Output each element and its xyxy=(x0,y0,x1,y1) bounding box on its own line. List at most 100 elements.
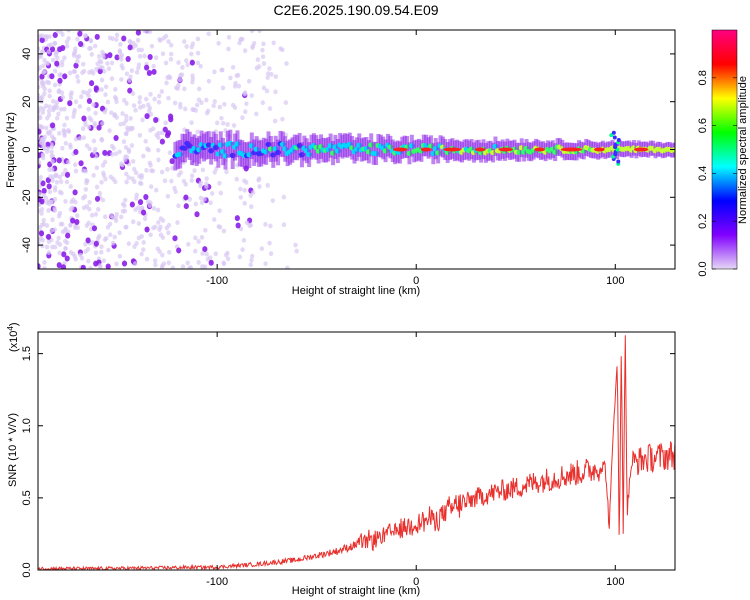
heatmap-cell xyxy=(86,124,92,130)
heatmap-cell xyxy=(66,159,71,165)
heatmap-cell xyxy=(230,64,236,70)
heatmap-cell xyxy=(61,251,67,258)
heatmap-cell xyxy=(142,216,148,222)
heatmap-cell xyxy=(156,157,161,163)
heatmap-cell xyxy=(100,197,106,203)
heatmap-cell xyxy=(147,203,153,209)
heatmap-cell xyxy=(216,224,221,229)
heatmap-cell xyxy=(54,115,60,121)
heatmap-cell xyxy=(203,227,208,233)
heatmap-cell xyxy=(50,122,56,129)
heatmap-cell xyxy=(93,212,99,217)
heatmap-cell xyxy=(112,234,117,240)
heatmap-cell xyxy=(259,246,265,252)
heatmap-cell xyxy=(119,77,124,82)
heatmap-cell xyxy=(99,87,104,93)
heatmap-cell xyxy=(268,223,273,229)
heatmap-cell xyxy=(141,153,146,159)
heatmap-cell xyxy=(162,178,168,184)
heatmap-cell xyxy=(193,107,198,113)
heatmap-cell xyxy=(244,220,250,226)
heatmap-cell xyxy=(246,78,252,84)
heatmap-cell xyxy=(43,103,49,109)
heatmap-hotspot xyxy=(498,147,513,152)
heatmap-cell xyxy=(609,133,614,138)
heatmap-cell xyxy=(102,109,108,115)
heatmap-cell xyxy=(120,111,125,116)
heatmap-cell xyxy=(73,168,79,174)
heatmap-cell xyxy=(136,62,142,68)
heatmap-cell xyxy=(39,198,45,205)
heatmap-cell xyxy=(212,69,217,75)
heatmap-cell xyxy=(99,137,105,143)
heatmap-cell xyxy=(110,240,116,246)
spectrogram-y-ticks: -40 -20 0 20 40 xyxy=(21,48,675,253)
heatmap-cell xyxy=(176,60,181,65)
heatmap-cell xyxy=(194,211,200,218)
heatmap-cell xyxy=(152,258,158,264)
heatmap-cell xyxy=(41,106,46,112)
heatmap-cell xyxy=(73,162,78,168)
colorbar-tick-label: 0.6 xyxy=(697,118,709,133)
heatmap-cell xyxy=(73,46,78,52)
heatmap-cell xyxy=(39,211,44,216)
heatmap-cell xyxy=(42,57,47,63)
heatmap-cell xyxy=(42,91,47,96)
heatmap-cell xyxy=(196,86,202,92)
spectrogram-x-ticks: -100 0 100 xyxy=(206,30,624,287)
heatmap-cell xyxy=(127,77,132,83)
heatmap-cell xyxy=(56,235,61,241)
heatmap-cell xyxy=(123,197,128,203)
heatmap-cell xyxy=(121,260,128,267)
heatmap-cell xyxy=(145,199,151,205)
heatmap-cell xyxy=(190,41,196,47)
heatmap-cell xyxy=(52,32,58,39)
heatmap-cell xyxy=(198,195,204,201)
heatmap-cell xyxy=(42,265,47,269)
heatmap-cell xyxy=(49,228,54,233)
heatmap-cell xyxy=(71,52,77,58)
heatmap-cell xyxy=(68,95,74,101)
heatmap-cell xyxy=(114,32,120,38)
heatmap-cell xyxy=(249,253,255,259)
heatmap-cell xyxy=(235,72,241,78)
heatmap-cell xyxy=(56,89,61,95)
heatmap-cell xyxy=(77,104,83,109)
heatmap-cell xyxy=(39,207,45,212)
heatmap-cell xyxy=(67,70,73,76)
heatmap-cell xyxy=(142,53,147,59)
heatmap-cell xyxy=(41,193,47,198)
heatmap-cell xyxy=(46,208,51,213)
heatmap-cell xyxy=(40,180,46,187)
heatmap-cell xyxy=(153,262,158,268)
heatmap-cell xyxy=(58,221,64,227)
heatmap-cell xyxy=(38,115,43,121)
heatmap-cell xyxy=(52,244,58,250)
heatmap-cell xyxy=(226,34,232,40)
heatmap-cell xyxy=(49,144,55,150)
heatmap-cell xyxy=(196,259,201,265)
snr-y-label: SNR (10 * V/V) xyxy=(7,413,19,487)
heatmap-cell xyxy=(268,251,274,257)
heatmap-cell xyxy=(88,38,94,43)
heatmap-cell xyxy=(184,58,189,63)
heatmap-cell xyxy=(165,193,171,199)
heatmap-cell xyxy=(164,80,169,86)
heatmap-cell xyxy=(74,219,80,226)
heatmap-cell xyxy=(101,52,106,58)
heatmap-cell xyxy=(234,176,239,182)
heatmap-cell xyxy=(50,217,55,223)
colorbar: 0.0 0.2 0.4 0.6 0.8 Normalized spectral ampl… xyxy=(697,29,749,277)
heatmap-cell xyxy=(135,37,141,43)
heatmap-cell xyxy=(136,235,142,241)
heatmap-cell xyxy=(114,211,119,217)
heatmap-cell xyxy=(89,51,94,57)
heatmap-cell xyxy=(221,260,226,266)
heatmap-cell xyxy=(265,182,270,188)
heatmap-cell xyxy=(75,74,80,80)
heatmap-cell xyxy=(41,63,46,69)
heatmap-cell xyxy=(46,49,52,55)
heatmap-cell xyxy=(238,186,243,192)
heatmap-cell xyxy=(139,47,144,53)
heatmap-cell xyxy=(249,204,254,210)
